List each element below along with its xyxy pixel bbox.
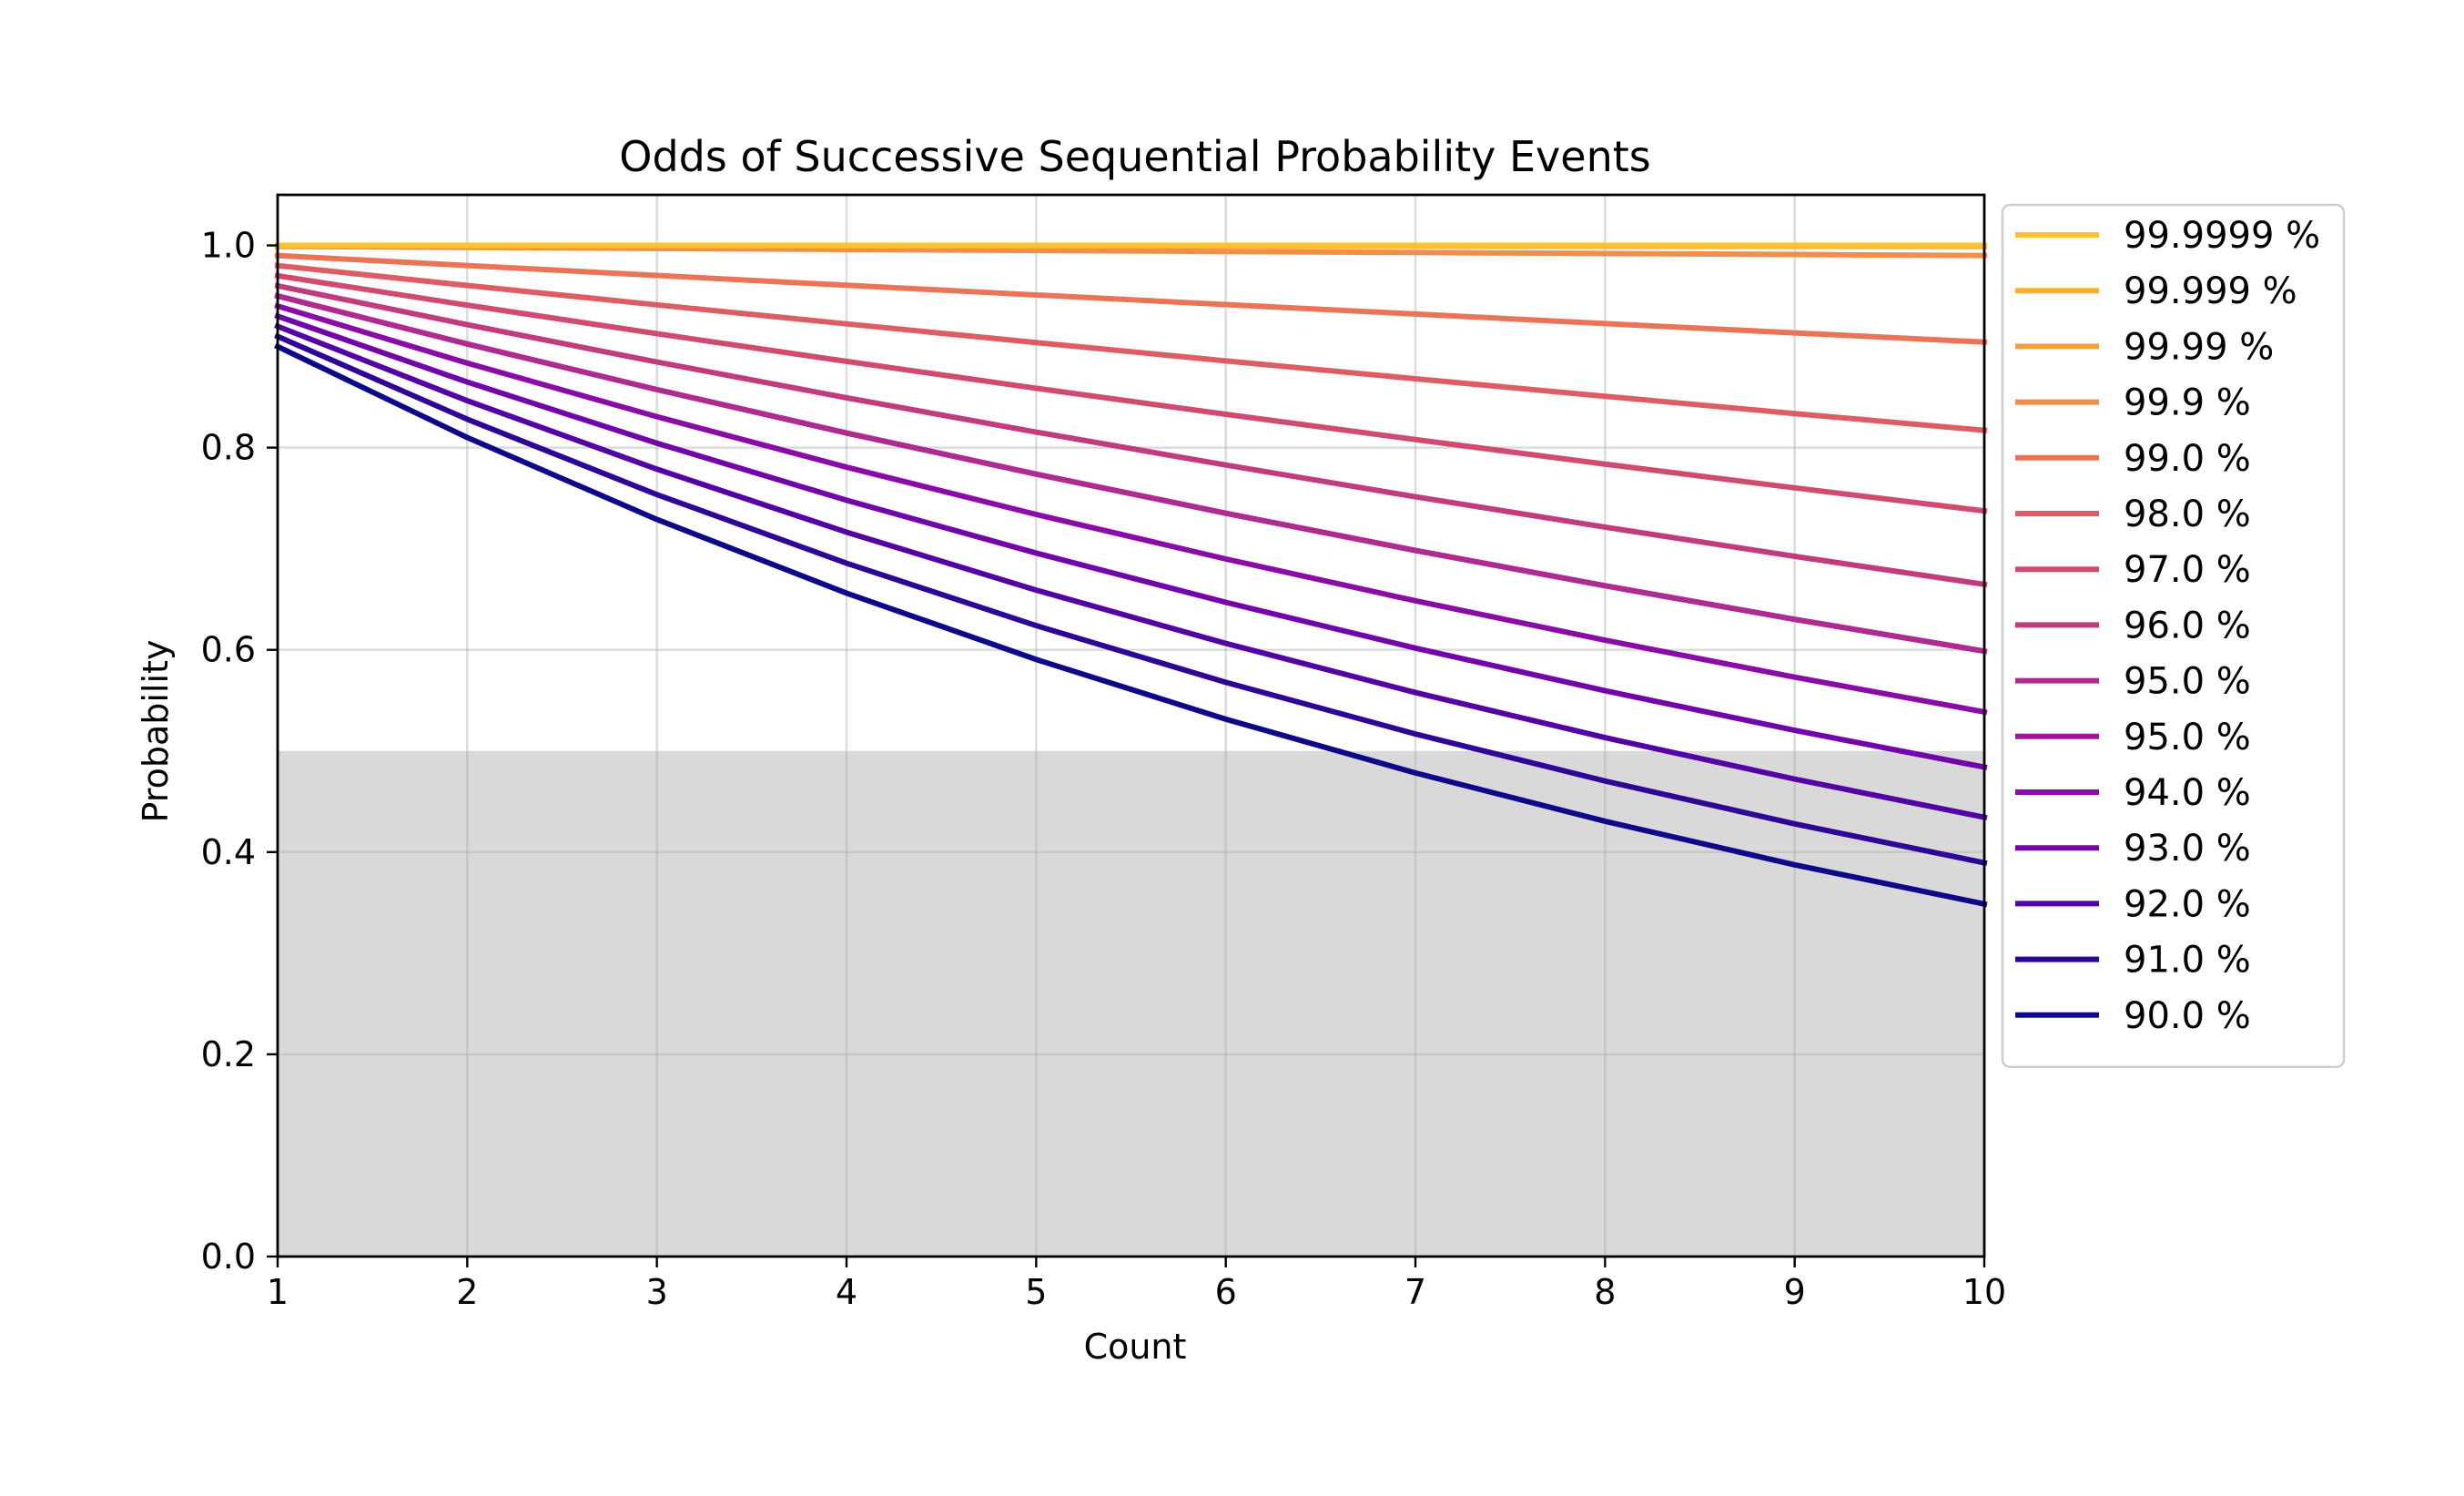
legend-box (2001, 203, 2346, 1068)
legend-entry: 92.0 % (2015, 883, 2251, 925)
legend-entry: 95.0 % (2015, 661, 2251, 703)
plot-area: 1 2 3 4 5 6 7 8 9 10 0.0 0.2 0.4 0.6 0.8 1.0 (201, 193, 2006, 1312)
legend-entry: 97.0 % (2015, 549, 2251, 591)
legend-entry: 99.99 % (2015, 326, 2274, 368)
axes-frame (276, 193, 1986, 1258)
legend-label: 92.0 % (2124, 883, 2251, 925)
x-tick-label: 9 (1784, 1272, 1806, 1312)
series-line (274, 252, 1988, 345)
legend-label: 98.0 % (2124, 494, 2251, 535)
legend-entry: 99.9999 % (2015, 215, 2320, 257)
legend-entry: 98.0 % (2015, 494, 2251, 535)
legend-label: 99.0 % (2124, 438, 2251, 480)
legend-entry: 99.0 % (2015, 438, 2251, 480)
series-line (273, 342, 1988, 908)
x-tick-label: 8 (1594, 1272, 1616, 1312)
series-line (274, 312, 1988, 771)
x-tick-label: 2 (456, 1272, 478, 1312)
legend-entry: 96.0 % (2015, 605, 2251, 646)
legend-label: 95.0 % (2124, 717, 2251, 758)
legend-label: 99.9999 % (2124, 215, 2320, 257)
y-tick-label: 0.0 (201, 1236, 256, 1277)
x-tick-label: 5 (1025, 1272, 1047, 1312)
x-tick-label: 3 (646, 1272, 668, 1312)
x-tick-label: 7 (1404, 1272, 1426, 1312)
legend-label: 91.0 % (2124, 940, 2251, 982)
x-axis-title: Count (1084, 1327, 1187, 1367)
x-tick-label: 10 (1962, 1272, 2006, 1312)
y-tick-label: 1.0 (201, 226, 256, 266)
legend-entry: 99.999 % (2015, 270, 2297, 312)
legend-label: 99.9 % (2124, 382, 2251, 424)
y-axis-title: Probability (136, 640, 176, 823)
x-tick-label: 6 (1215, 1272, 1237, 1312)
legend-label: 99.999 % (2124, 270, 2297, 312)
legend-label: 97.0 % (2124, 549, 2251, 591)
legend-label: 96.0 % (2124, 605, 2251, 646)
legend: 99.9999 % 99.999 % 99.99 % 99.9 % 99.0 % 98.0… (2001, 203, 2346, 1068)
legend-label: 94.0 % (2124, 772, 2251, 814)
x-tick-label: 1 (267, 1272, 289, 1312)
legend-entry: 90.0 % (2015, 995, 2251, 1037)
legend-label: 99.99 % (2124, 326, 2274, 368)
legend-entry: 99.9 % (2015, 382, 2251, 424)
series-line (274, 282, 1988, 588)
series-line (274, 322, 1988, 821)
legend-entry: 91.0 % (2015, 940, 2251, 982)
chart-title: Odds of Successive Sequential Probabilit… (619, 132, 1651, 181)
y-tick-label: 0.8 (201, 428, 256, 468)
legend-entry: 95.0 % (2015, 717, 2251, 758)
series-line (274, 262, 1988, 433)
y-tick-label: 0.2 (201, 1034, 256, 1074)
shaded-region (278, 750, 1984, 1257)
legend-label: 90.0 % (2124, 995, 2251, 1037)
legend-label: 95.0 % (2124, 661, 2251, 703)
y-tick-label: 0.6 (201, 630, 256, 670)
legend-entry: 94.0 % (2015, 772, 2251, 814)
legend-entry: 93.0 % (2015, 828, 2251, 870)
series-line (274, 272, 1988, 514)
x-tick-label: 4 (836, 1272, 857, 1312)
series-line (274, 302, 1988, 716)
legend-label: 93.0 % (2124, 828, 2251, 870)
series-line (274, 332, 1988, 867)
y-tick-label: 0.4 (201, 832, 256, 872)
series-line (274, 292, 1988, 655)
series-layer (273, 242, 1988, 908)
